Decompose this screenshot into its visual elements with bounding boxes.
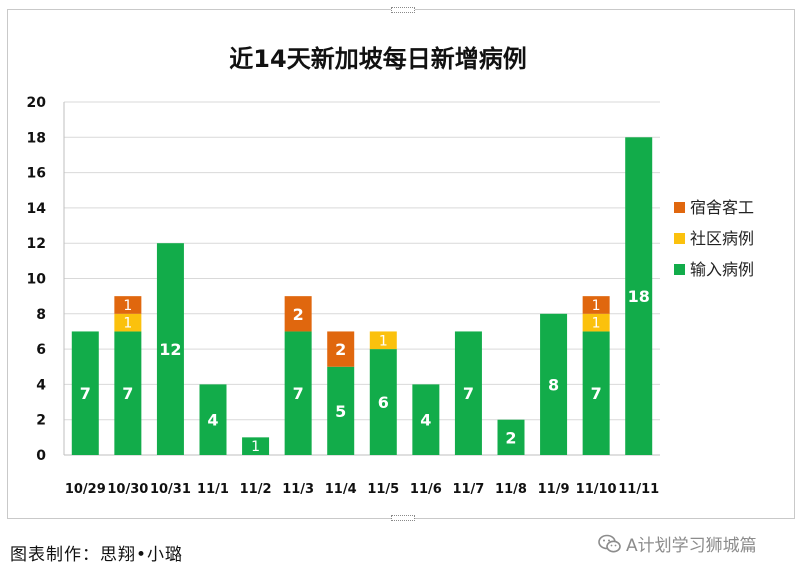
bar-segment [540, 313, 568, 455]
bar-segment [582, 331, 610, 455]
bar-segment [284, 296, 312, 332]
bar-segment [114, 296, 142, 314]
y-tick-label: 12 [27, 236, 46, 252]
data-label: 7 [80, 384, 91, 403]
x-tick-label: 11/4 [325, 482, 357, 497]
x-tick-label: 11/6 [410, 482, 442, 497]
data-label: 8 [548, 375, 559, 394]
data-label: 7 [122, 384, 133, 403]
y-tick-label: 0 [36, 448, 46, 464]
resize-handle-bottom[interactable] [391, 515, 415, 521]
legend-label: 输入病例 [690, 260, 754, 279]
data-label: 18 [628, 287, 650, 306]
data-label: 4 [207, 411, 218, 430]
resize-handle-top[interactable] [391, 7, 415, 13]
x-tick-label: 10/31 [150, 482, 191, 497]
legend-swatch [674, 233, 685, 244]
y-tick-label: 14 [27, 201, 47, 217]
x-tick-label: 11/2 [240, 482, 272, 497]
bars [71, 137, 653, 456]
data-label: 1 [251, 439, 260, 455]
bar-segment [369, 349, 397, 455]
x-tick-label: 11/9 [538, 482, 570, 497]
bar-segment [497, 419, 525, 455]
data-labels: 7 7 1 1 12 4 1 7 2 5 2 6 1 4 7 2 8 7 1 1 18 [80, 287, 650, 455]
y-tick-label: 16 [27, 166, 46, 182]
x-tick-label: 11/10 [576, 482, 617, 497]
data-label: 1 [123, 316, 132, 332]
data-label: 7 [463, 384, 474, 403]
bar-segment [284, 331, 312, 455]
data-label: 1 [123, 298, 132, 314]
data-label: 12 [159, 340, 181, 359]
wechat-icon [598, 534, 621, 552]
x-tick-label: 11/3 [282, 482, 314, 497]
data-label: 2 [505, 428, 516, 447]
bar-segment [71, 331, 99, 455]
bar-segment [582, 313, 610, 332]
x-tick-label: 10/30 [107, 482, 148, 497]
chart-credit: 图表制作：思翔•小璐 [10, 545, 184, 565]
data-label: 1 [592, 316, 601, 332]
data-label: 2 [293, 305, 304, 324]
bar-segment [327, 331, 355, 367]
bar-segment [625, 137, 653, 456]
x-tick-label: 11/8 [495, 482, 527, 497]
data-label: 2 [335, 340, 346, 359]
bar-segment [199, 384, 227, 455]
bar-segment [114, 313, 142, 332]
bar-segment [156, 243, 184, 455]
legend-swatch [674, 264, 685, 275]
data-label: 6 [378, 393, 389, 412]
x-tick-label: 11/11 [618, 482, 659, 497]
bar-segment [242, 437, 270, 455]
y-tick-label: 18 [27, 130, 46, 146]
chart-title: 近14天新加坡每日新增病例 [229, 45, 526, 73]
x-tick-label: 11/7 [452, 482, 484, 497]
y-tick-label: 2 [36, 413, 46, 429]
legend-swatch [674, 202, 685, 213]
watermark-text: A计划学习狮城篇 [626, 536, 757, 556]
bar-segment [369, 331, 397, 350]
data-label: 4 [420, 411, 431, 430]
gridlines [64, 101, 660, 421]
bar-segment [327, 366, 355, 455]
bar-segment [114, 331, 142, 455]
data-label: 1 [379, 333, 388, 349]
data-label: 5 [335, 402, 346, 421]
data-label: 7 [591, 384, 602, 403]
bar-segment [454, 331, 482, 455]
y-tick-label: 6 [36, 342, 46, 358]
y-tick-label: 20 [27, 95, 47, 111]
x-tick-label: 10/29 [65, 482, 106, 497]
data-label: 7 [293, 384, 304, 403]
x-tick-label: 11/1 [197, 482, 229, 497]
watermark: A计划学习狮城篇 [598, 531, 757, 556]
legend-label: 宿舍客工 [690, 198, 754, 217]
y-tick-label: 10 [27, 272, 47, 288]
data-label: 1 [592, 298, 601, 314]
bar-segment [412, 384, 440, 455]
y-tick-label: 4 [36, 377, 46, 393]
bar-segment [582, 296, 610, 314]
x-tick-label: 11/5 [367, 482, 399, 497]
legend-label: 社区病例 [690, 229, 754, 248]
y-tick-label: 8 [36, 307, 46, 323]
